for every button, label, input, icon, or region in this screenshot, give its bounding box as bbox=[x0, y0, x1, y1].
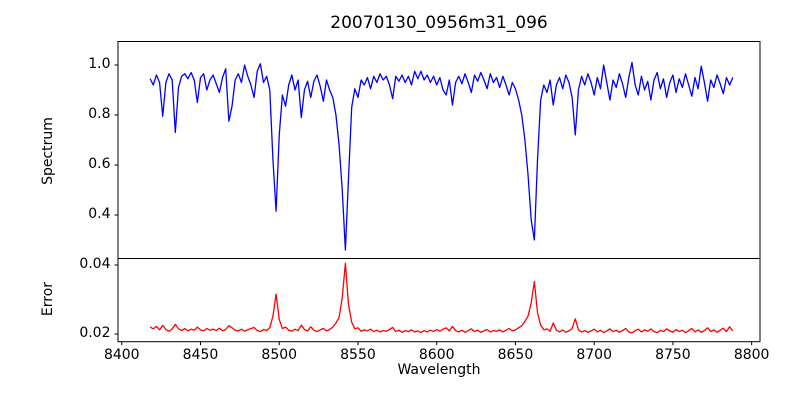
y-tick-label-spectrum: 0.6 bbox=[88, 156, 111, 172]
x-tick-label: 8450 bbox=[182, 347, 219, 363]
error-line bbox=[149, 262, 734, 334]
y-axis-label-spectrum: Spectrum bbox=[40, 117, 56, 185]
x-tick-label: 8650 bbox=[497, 347, 534, 363]
y-axis-label-error: Error bbox=[40, 281, 56, 317]
chart-title: 20070130_0956m31_096 bbox=[330, 13, 548, 33]
panel-border-error bbox=[117, 258, 761, 343]
x-tick-label: 8750 bbox=[655, 347, 691, 363]
x-tick-label: 8500 bbox=[261, 347, 298, 363]
x-tick-label: 8600 bbox=[418, 347, 455, 363]
y-tick-label-spectrum: 0.8 bbox=[88, 106, 111, 122]
y-tick-label-error: 0.02 bbox=[79, 325, 111, 341]
x-tick-label: 8800 bbox=[733, 347, 770, 363]
y-tick-label-error: 0.04 bbox=[79, 255, 111, 272]
panel-border-spectrum bbox=[117, 41, 761, 259]
x-tick-label: 8700 bbox=[576, 347, 612, 363]
x-tick-label: 8400 bbox=[103, 347, 140, 363]
x-tick-label: 8550 bbox=[340, 347, 376, 363]
x-axis-label: Wavelength bbox=[397, 362, 481, 378]
y-tick-label-spectrum: 1.0 bbox=[88, 56, 111, 72]
y-tick-label-spectrum: 0.4 bbox=[88, 206, 111, 222]
spectrum-line bbox=[149, 61, 734, 251]
